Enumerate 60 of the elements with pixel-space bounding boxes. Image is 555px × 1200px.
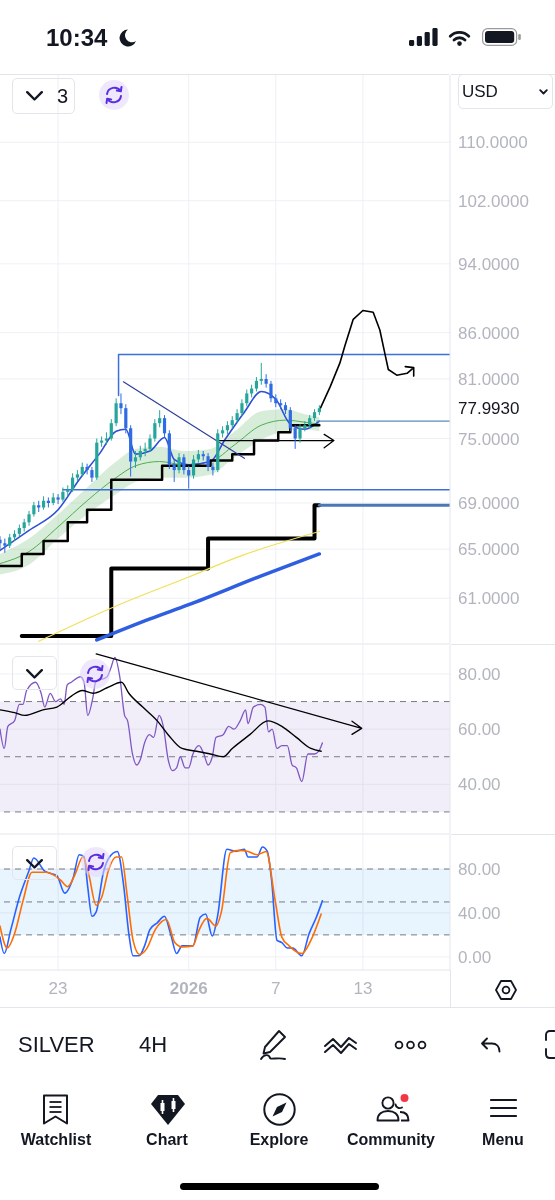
x-tick-label: 7 bbox=[271, 979, 281, 999]
line-series bbox=[95, 552, 322, 642]
annotation: 3 bbox=[57, 85, 69, 108]
candlestick bbox=[235, 408, 239, 424]
text: 10:34 bbox=[46, 24, 108, 52]
candlestick bbox=[264, 373, 268, 389]
candlestick bbox=[56, 493, 60, 505]
text: 4H bbox=[139, 1032, 168, 1058]
x-tick-label: 2026 bbox=[169, 979, 208, 999]
line-series bbox=[0, 656, 324, 783]
candlestick bbox=[109, 418, 113, 442]
text: SILVER bbox=[18, 1032, 95, 1058]
candlestick bbox=[61, 486, 65, 503]
text: USD bbox=[462, 82, 498, 102]
x-tick-label: 13 bbox=[353, 979, 373, 999]
line-series bbox=[38, 530, 320, 642]
text: Chart bbox=[146, 1131, 188, 1150]
candlestick bbox=[124, 403, 128, 434]
y-tick-label: 0.00 bbox=[458, 947, 492, 967]
y-tick-label: 94.0000 bbox=[458, 254, 520, 274]
text: Watchlist bbox=[20, 1131, 92, 1150]
y-tick-label: 65.0000 bbox=[458, 540, 520, 560]
y-tick-label: 40.00 bbox=[458, 903, 501, 923]
y-tick-label: 40.00 bbox=[458, 775, 501, 795]
candlestick bbox=[182, 453, 186, 475]
y-tick-label: 86.0000 bbox=[458, 323, 520, 343]
y-tick-label: 75.0000 bbox=[458, 429, 520, 449]
text: Menu bbox=[482, 1131, 524, 1150]
y-tick-label: 60.00 bbox=[458, 720, 501, 740]
candlestick bbox=[206, 452, 210, 472]
candlestick bbox=[119, 392, 123, 415]
candlestick bbox=[114, 397, 118, 427]
text: 77.9930 bbox=[458, 399, 520, 419]
y-tick-label: 61.0000 bbox=[458, 589, 520, 609]
candlestick bbox=[211, 462, 215, 476]
line-series bbox=[0, 390, 321, 552]
x-tick-label: 23 bbox=[48, 979, 68, 999]
candlestick bbox=[298, 423, 302, 444]
y-tick-label: 80.00 bbox=[458, 665, 501, 685]
candlestick bbox=[153, 418, 157, 443]
y-tick-label: 110.0000 bbox=[458, 133, 528, 153]
candlestick bbox=[90, 466, 94, 483]
candlestick bbox=[162, 414, 167, 438]
candlestick bbox=[177, 452, 181, 474]
candlestick bbox=[85, 463, 89, 475]
text: Explore bbox=[249, 1131, 309, 1150]
candlestick bbox=[259, 362, 263, 386]
y-tick-label: 102.0000 bbox=[458, 191, 529, 211]
candlestick bbox=[288, 406, 292, 432]
candlestick bbox=[293, 424, 297, 450]
candlestick bbox=[70, 472, 75, 493]
y-tick-label: 69.0000 bbox=[458, 494, 520, 514]
candlestick bbox=[191, 454, 196, 480]
line-series bbox=[0, 681, 322, 758]
line-series bbox=[95, 653, 363, 736]
candlestick bbox=[269, 380, 273, 403]
candlestick bbox=[27, 510, 31, 527]
text: Community bbox=[347, 1131, 435, 1150]
y-tick-label: 80.00 bbox=[458, 860, 501, 880]
y-tick-label: 81.0000 bbox=[458, 370, 520, 390]
